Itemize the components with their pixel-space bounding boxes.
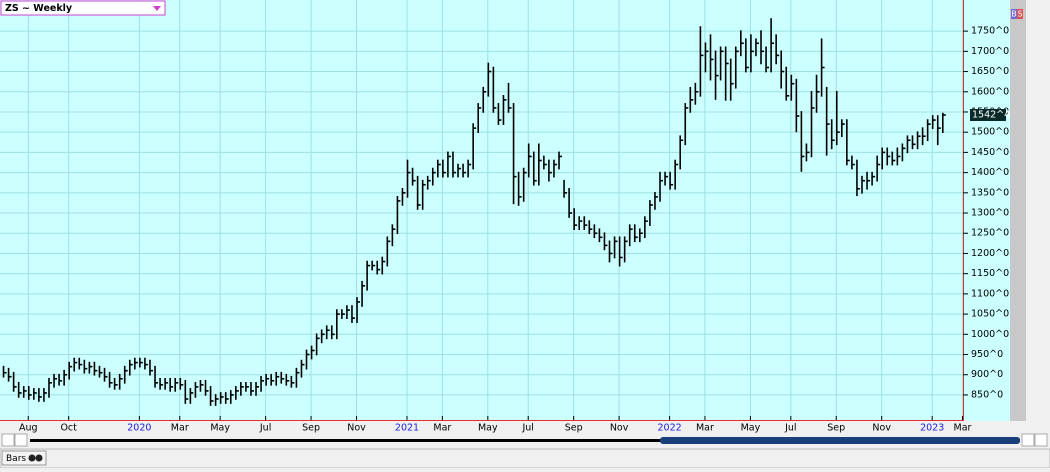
x-tick-label: Nov [347,423,366,434]
x-tick-label: 2023 [920,423,944,434]
x-tick-label: Jul [259,423,271,434]
y-tick-label: 1450^0 [971,147,1009,158]
sell-label: S [1017,10,1022,19]
scroll-first[interactable] [1,433,15,447]
x-tick-label: Mar [171,423,189,434]
side-margin [1026,0,1050,421]
status-bar [0,448,1050,469]
x-tick-label: Mar [433,423,451,434]
x-tick-label: Jul [784,423,796,434]
scroll-thumb[interactable] [660,437,1020,444]
x-tick-label: Nov [872,423,891,434]
style-icon [28,454,36,462]
sell-button[interactable] [1017,9,1023,19]
x-tick-label: 2020 [127,423,151,434]
y-tick-label: 1050^0 [971,309,1009,320]
x-tick-label: May [478,423,498,434]
symbol-dropdown[interactable] [153,6,161,11]
style-icon [35,454,43,462]
y-tick-label: 1350^0 [971,187,1009,198]
x-tick-label: Sep [827,423,845,434]
x-tick-label: Mar [696,423,714,434]
plot-area [0,0,963,421]
y-tick-label: 1650^0 [971,66,1009,77]
y-tick-label: 1600^0 [971,86,1009,97]
axes: 850^0 900^0 950^0 1000^0 1050^0 1100^0 1150^0 1… [0,26,1010,434]
y-tick-label: 1250^0 [971,228,1009,239]
x-tick-label: May [210,423,230,434]
y-tick-label: 1300^0 [971,208,1009,219]
last-price-tag [970,109,1006,122]
buy-button[interactable] [1011,9,1017,19]
x-tick-label: 2021 [395,423,419,434]
price-axis [963,0,1010,421]
scroll-last[interactable] [1034,433,1048,447]
chart-style-tab[interactable] [1,450,47,466]
bars [2,18,946,406]
y-tick-label: 1750^0 [971,26,1009,37]
scroll-right[interactable] [1021,433,1035,447]
side-strip [1010,0,1026,421]
x-tick-label: Jul [521,423,533,434]
y-tick-label: 1200^0 [971,248,1009,259]
x-tick-label: Sep [302,423,320,434]
x-tick-label: Oct [60,423,77,434]
y-tick-label: 1500^0 [971,127,1009,138]
symbol-title: ZS ~ Weekly [5,3,73,14]
chart-style-label: Bars [6,454,26,464]
buy-label: B [1011,10,1017,19]
x-tick-label: May [741,423,761,434]
grid [0,0,963,420]
y-tick-label: 900^0 [971,369,1003,380]
x-tick-label: Nov [610,423,629,434]
y-tick-label: 1150^0 [971,268,1009,279]
x-tick-label: Aug [19,423,38,434]
x-tick-label: Mar [954,423,972,434]
symbol-box[interactable] [0,0,166,16]
x-tick-label: Sep [565,423,583,434]
y-tick-label: 1400^0 [971,167,1009,178]
y-tick-label: 1000^0 [971,329,1009,340]
y-tick-label: 1700^0 [971,46,1009,57]
y-tick-label: 950^0 [971,349,1003,360]
y-tick-label: 1100^0 [971,288,1009,299]
scroll-left[interactable] [14,433,28,447]
y-tick-label: 850^0 [971,389,1003,400]
last-price-label: 1542^4 [972,110,1010,121]
x-tick-label: 2022 [658,423,682,434]
